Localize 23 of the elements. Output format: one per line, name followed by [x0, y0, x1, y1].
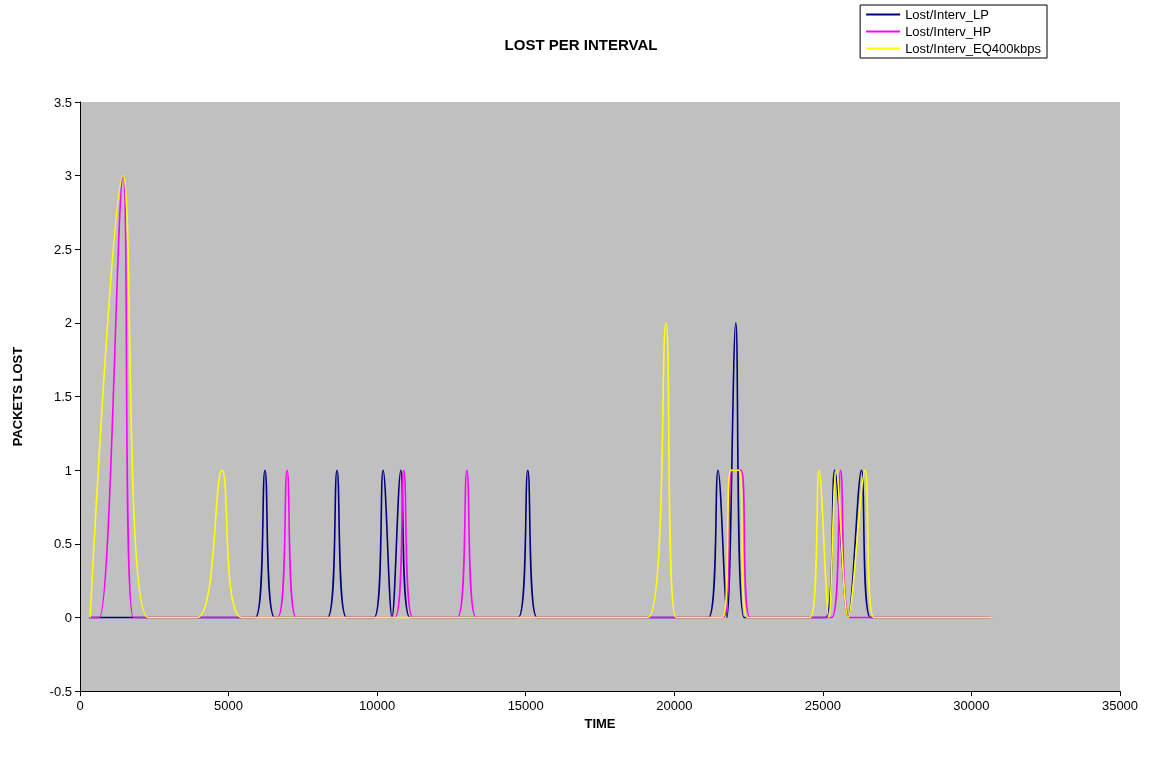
legend-label: Lost/Interv_HP	[905, 24, 992, 39]
chart-title: LOST PER INTERVAL	[504, 36, 658, 53]
x-tick-label: 25000	[804, 698, 841, 714]
y-tick-label: 0.5	[53, 536, 72, 552]
y-tick-label: 0	[64, 609, 72, 625]
x-tick-label: 30000	[953, 698, 990, 714]
y-tick-label: 3	[64, 168, 72, 184]
y-tick-label: 1.5	[53, 389, 72, 405]
y-tick-label: 2.5	[53, 241, 72, 257]
x-tick-label: 10000	[359, 698, 396, 714]
x-tick-label: 35000	[1101, 698, 1139, 714]
y-tick-label: 3.5	[53, 94, 72, 110]
x-axis-title: TIME	[584, 716, 616, 731]
y-tick-label: -0.5	[49, 683, 72, 699]
legend-label: Lost/Interv_EQ400kbps	[905, 41, 1042, 56]
y-axis-title: PACKETS LOST	[10, 346, 25, 447]
x-tick-label: 0	[76, 698, 84, 714]
x-tick-label: 5000	[214, 698, 244, 714]
x-tick-label: 15000	[507, 698, 544, 714]
y-tick-label: 2	[64, 315, 72, 331]
legend-label: Lost/Interv_LP	[905, 7, 989, 22]
y-tick-label: 1	[64, 462, 72, 478]
x-tick-label: 20000	[656, 698, 693, 714]
